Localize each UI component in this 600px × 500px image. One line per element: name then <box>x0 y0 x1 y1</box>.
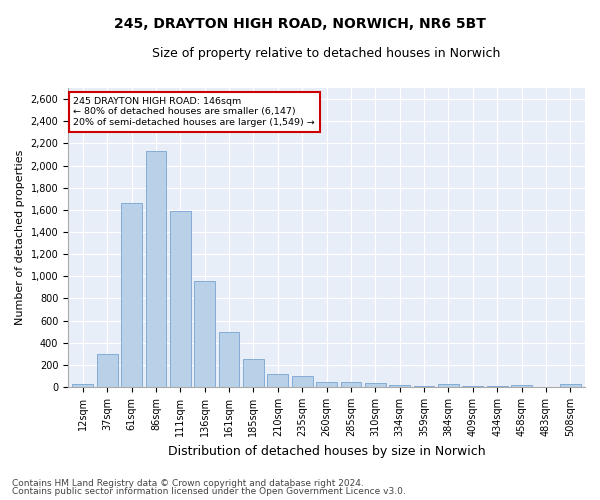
X-axis label: Distribution of detached houses by size in Norwich: Distribution of detached houses by size … <box>168 444 485 458</box>
Bar <box>316 382 337 387</box>
Bar <box>121 202 142 387</box>
Bar <box>97 354 118 387</box>
Bar <box>438 384 459 387</box>
Bar <box>414 386 434 387</box>
Bar <box>560 384 581 387</box>
Bar <box>511 385 532 387</box>
Bar <box>194 281 215 387</box>
Bar <box>389 385 410 387</box>
Bar <box>341 382 361 387</box>
Text: Contains HM Land Registry data © Crown copyright and database right 2024.: Contains HM Land Registry data © Crown c… <box>12 478 364 488</box>
Bar <box>292 376 313 387</box>
Bar <box>268 374 288 387</box>
Bar <box>146 151 166 387</box>
Bar <box>170 211 191 387</box>
Y-axis label: Number of detached properties: Number of detached properties <box>15 150 25 325</box>
Bar <box>73 384 93 387</box>
Bar <box>218 332 239 387</box>
Bar <box>243 360 264 387</box>
Bar <box>365 383 386 387</box>
Bar <box>487 386 508 387</box>
Text: Contains public sector information licensed under the Open Government Licence v3: Contains public sector information licen… <box>12 487 406 496</box>
Text: 245 DRAYTON HIGH ROAD: 146sqm
← 80% of detached houses are smaller (6,147)
20% o: 245 DRAYTON HIGH ROAD: 146sqm ← 80% of d… <box>73 97 315 127</box>
Text: 245, DRAYTON HIGH ROAD, NORWICH, NR6 5BT: 245, DRAYTON HIGH ROAD, NORWICH, NR6 5BT <box>114 18 486 32</box>
Bar <box>463 386 483 387</box>
Title: Size of property relative to detached houses in Norwich: Size of property relative to detached ho… <box>152 48 501 60</box>
Bar <box>536 386 556 387</box>
